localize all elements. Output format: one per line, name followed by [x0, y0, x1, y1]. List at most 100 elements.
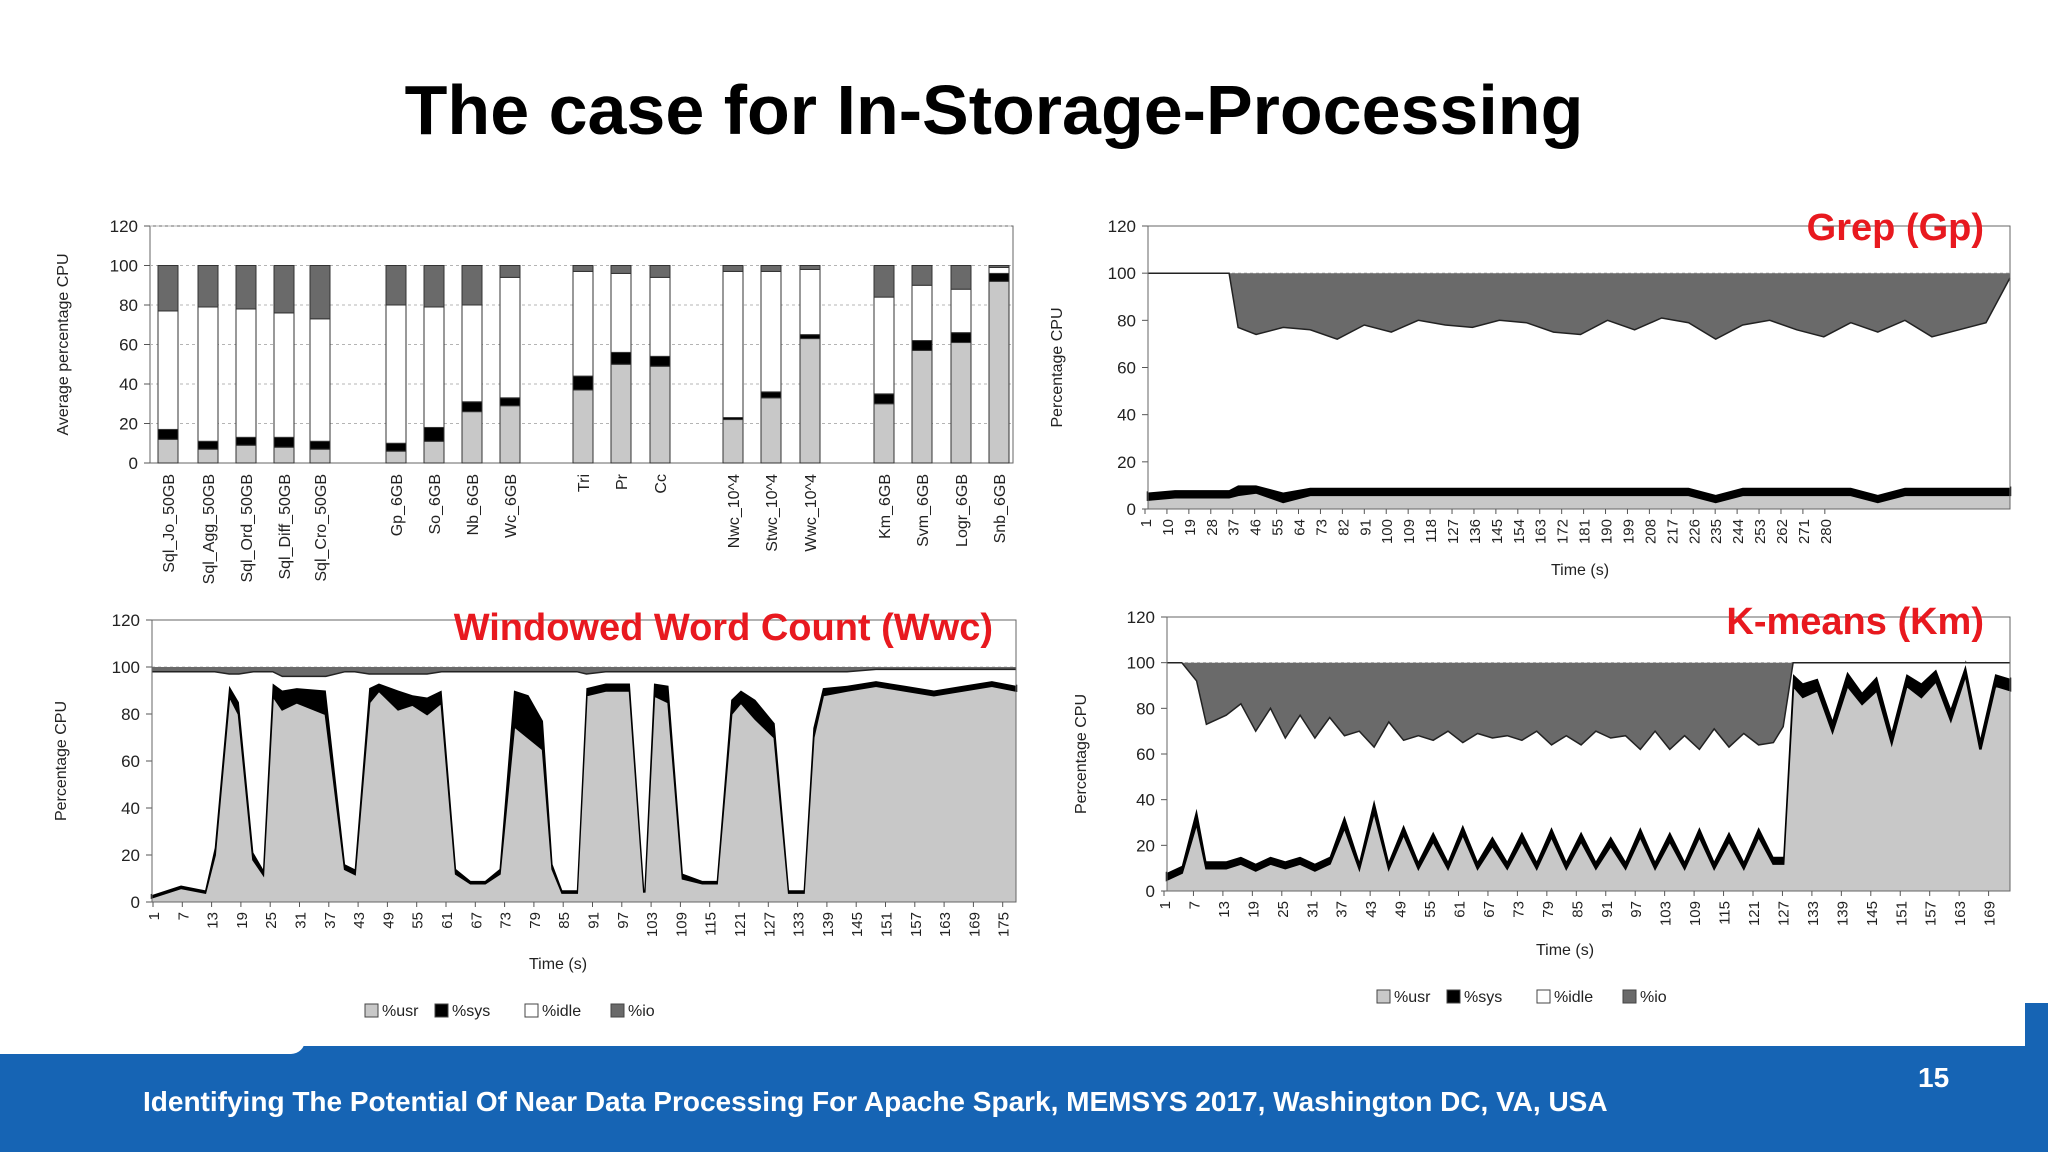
- wwc-io-boundary: [152, 668, 1016, 678]
- wwc-xtick-label: 145: [849, 912, 866, 937]
- wwc-xtick-label: 97: [615, 912, 632, 929]
- bar-segment: [610, 265, 632, 274]
- bar-category-label: Sql_Diff_50GB: [277, 474, 294, 580]
- grep-xtick-label: 73: [1313, 519, 1330, 536]
- km-xtick-label: 55: [1422, 901, 1439, 918]
- grep-xtick-label: 145: [1489, 519, 1506, 544]
- grep-xtick-label: 235: [1708, 519, 1725, 544]
- wwc-xtick-label: 85: [556, 912, 573, 929]
- bar-segment: [988, 265, 1010, 268]
- grep-plot-frame-top: [1147, 225, 2011, 510]
- wwc-xtick-label: 151: [879, 912, 896, 937]
- slide-title-text: The case for In-Storage-Processing: [404, 71, 1584, 149]
- bar-category-label: Nwc_10^4: [726, 474, 743, 548]
- bar-segment: [273, 265, 295, 314]
- bar-category-label: Snb_6GB: [992, 474, 1009, 543]
- wwc-ytick-label: 120: [112, 611, 140, 630]
- km-xtick-label: 73: [1510, 901, 1527, 918]
- grep-xtick-label: 37: [1226, 519, 1243, 536]
- wwc-ytick-label: 80: [121, 705, 140, 724]
- km-legend-label: %usr: [1394, 989, 1431, 1006]
- bar-segment: [572, 265, 594, 272]
- grep-area-idle: [1148, 273, 2010, 495]
- km-xtick-label: 109: [1687, 901, 1704, 926]
- grep-xtick-label: 136: [1467, 519, 1484, 544]
- bar-segment: [499, 265, 521, 278]
- grep-xtick-label: 19: [1182, 519, 1199, 536]
- bar-segment: [157, 265, 179, 312]
- km-xtick-label: 139: [1834, 901, 1851, 926]
- km-xtick-label: 115: [1717, 901, 1734, 925]
- bar-segment: [799, 265, 821, 270]
- km-xtick-label: 121: [1746, 901, 1763, 926]
- footer-bar: [0, 1046, 2048, 1152]
- bar-segment: [873, 265, 895, 298]
- km-xtick-label: 7: [1186, 901, 1203, 909]
- bar-category-label: Sql_Jo_50GB: [161, 474, 178, 573]
- km-xtick-label: 91: [1599, 901, 1616, 918]
- wwc-xtick-label: 169: [966, 912, 983, 937]
- wwc-xtick-label: 1: [146, 912, 163, 920]
- wwc-legend-label: %io: [628, 1003, 655, 1020]
- grep-xtick-label: 244: [1730, 519, 1747, 544]
- wwc-ytick-label: 0: [131, 893, 140, 912]
- wwc-xtick-label: 139: [820, 912, 837, 937]
- grep-xtick-label: 271: [1796, 519, 1813, 544]
- km-xtick-label: 157: [1923, 901, 1940, 926]
- grep-xtick-label: 91: [1357, 519, 1374, 536]
- grep-xtick-label: 109: [1401, 519, 1418, 544]
- wwc-ytick-label: 20: [121, 846, 140, 865]
- wwc-xtick-label: 133: [791, 912, 808, 937]
- bar-category-label: Sql_Ord_50GB: [239, 474, 256, 583]
- bar-ytick-label: 80: [119, 296, 138, 315]
- km-xtick-label: 79: [1540, 901, 1557, 918]
- footer-citation: Identifying The Potential Of Near Data P…: [143, 1086, 1608, 1117]
- km-xlabel: Time (s): [1536, 942, 1594, 959]
- bar-segment: [461, 265, 483, 306]
- wwc-legend-swatch: [364, 1003, 379, 1018]
- km-legend-swatch: [1536, 989, 1551, 1004]
- wwc-xtick-label: 73: [498, 912, 515, 929]
- wwc-area-io: [152, 667, 1016, 677]
- bar-ytick-label: 40: [119, 375, 138, 394]
- bar-category-label: Wwc_10^4: [803, 474, 820, 552]
- page-number: 15: [1918, 1062, 1950, 1093]
- bar-segment: [235, 265, 257, 310]
- bar-ytick-label: 60: [119, 336, 138, 355]
- bar-category-label: Sql_Agg_50GB: [201, 474, 218, 584]
- bar-category-label: Sql_Cro_50GB: [313, 474, 330, 582]
- km-xtick-label: 85: [1569, 901, 1586, 918]
- km-ytick-label: 0: [1146, 882, 1155, 901]
- grep-ytick-label: 80: [1117, 311, 1136, 330]
- km-area-usr: [1167, 674, 2010, 891]
- grep-ytick-label: 20: [1117, 453, 1136, 472]
- grep-area-usr: [1148, 492, 2010, 509]
- bar-category-label: Logr_6GB: [954, 474, 971, 547]
- km-xtick-label: 103: [1658, 901, 1675, 926]
- km-xtick-label: 145: [1864, 901, 1881, 926]
- bar-category-label: Km_6GB: [877, 474, 894, 539]
- km-io-boundary: [1167, 661, 2010, 751]
- wwc-legend-label: %usr: [382, 1003, 419, 1020]
- grep-xtick-label: 163: [1533, 519, 1550, 544]
- wwc-xtick-label: 121: [732, 912, 749, 937]
- grep-xtick-label: 280: [1818, 519, 1835, 544]
- bar-category-label: Gp_6GB: [389, 474, 406, 536]
- bar-segment: [950, 265, 972, 290]
- wwc-legend-label: %sys: [452, 1003, 490, 1020]
- km-legend-label: %io: [1640, 989, 1667, 1006]
- km-xtick-label: 163: [1952, 901, 1969, 926]
- bar-segment: [722, 265, 744, 272]
- km-xtick-label: 151: [1893, 901, 1910, 926]
- km-xtick-label: 67: [1481, 901, 1498, 918]
- wwc-area-idle: [152, 669, 1016, 895]
- km-xtick-label: 169: [1982, 901, 1999, 926]
- wwc-xtick-label: 7: [175, 912, 192, 920]
- wwc-ytick-label: 100: [112, 658, 140, 677]
- grep-xtick-label: 118: [1423, 519, 1440, 543]
- wwc-xtick-label: 67: [468, 912, 485, 929]
- grep-xtick-label: 82: [1335, 519, 1352, 536]
- wwc-title: Windowed Word Count (Wwc): [454, 607, 993, 649]
- grep-title: Grep (Gp): [1807, 207, 1984, 249]
